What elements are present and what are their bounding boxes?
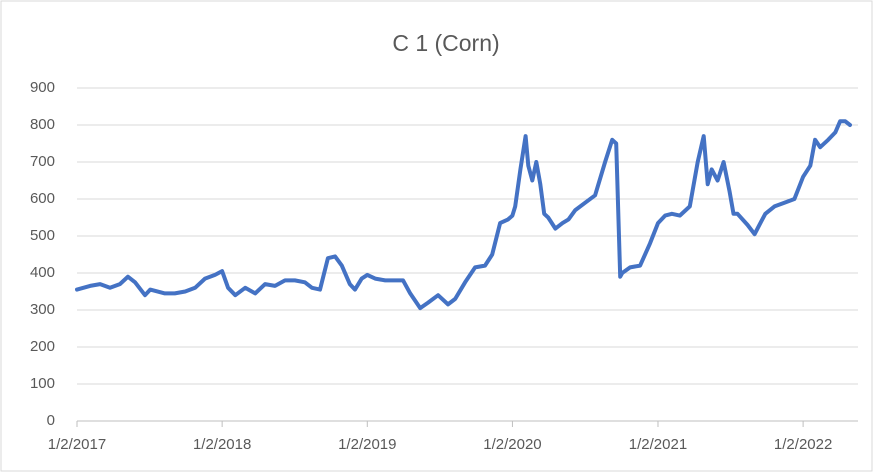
y-tick-label: 800 bbox=[30, 116, 55, 133]
y-tick-label: 900 bbox=[30, 79, 55, 96]
y-tick-label: 100 bbox=[30, 375, 55, 392]
x-tick-label: 1/2/2017 bbox=[48, 436, 106, 453]
x-tick-label: 1/2/2018 bbox=[193, 436, 251, 453]
x-tick-label: 1/2/2021 bbox=[629, 436, 687, 453]
data-line bbox=[75, 119, 852, 311]
x-tick-label: 1/2/2022 bbox=[774, 436, 832, 453]
y-tick-label: 600 bbox=[30, 190, 55, 207]
y-tick-label: 200 bbox=[30, 338, 55, 355]
y-tick-label: 400 bbox=[30, 264, 55, 281]
chart-title: C 1 (Corn) bbox=[392, 30, 499, 56]
y-tick-label: 0 bbox=[47, 412, 55, 429]
y-tick-label: 700 bbox=[30, 153, 55, 170]
y-tick-label: 300 bbox=[30, 301, 55, 318]
y-tick-label: 500 bbox=[30, 227, 55, 244]
x-tick-label: 1/2/2019 bbox=[338, 436, 396, 453]
x-tick-label: 1/2/2020 bbox=[483, 436, 541, 453]
